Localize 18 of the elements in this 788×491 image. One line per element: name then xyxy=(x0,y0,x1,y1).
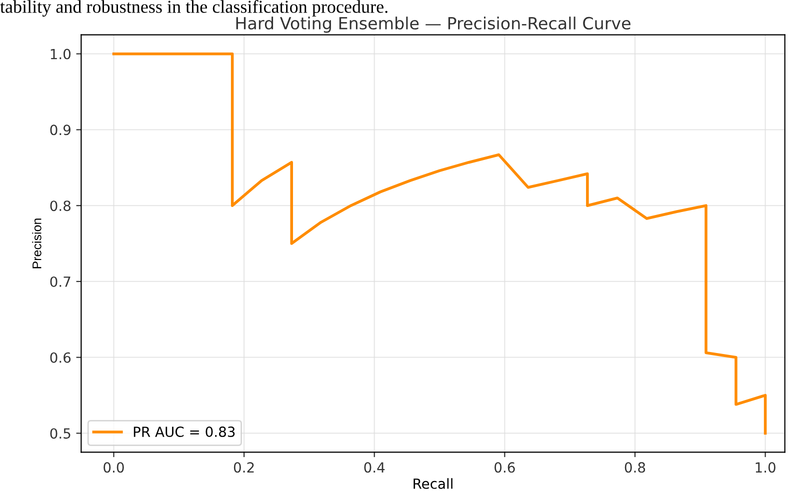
x-tick-label: 1.0 xyxy=(756,462,776,473)
y-axis-title: Precision xyxy=(32,218,42,268)
x-axis-title: Recall xyxy=(414,478,452,489)
y-tick-label: 0.8 xyxy=(50,200,70,212)
y-tick-label: 0.9 xyxy=(50,124,70,136)
chart-title: Hard Voting Ensemble — Precision-Recall Curve xyxy=(236,16,630,33)
text: tability and robustness in the classification procedure. xyxy=(0,0,388,17)
x-tick-label: 0.8 xyxy=(624,462,646,473)
x-tick-label: 0.6 xyxy=(494,462,515,473)
legend-label: PR AUC = 0.83 xyxy=(134,426,235,438)
line-series xyxy=(112,52,767,435)
y-tick-label: 0.7 xyxy=(50,276,70,287)
y-tick-label: 0.6 xyxy=(50,352,71,363)
x-tick-label: 0.4 xyxy=(364,462,385,473)
x-tick-label: 0.2 xyxy=(234,462,254,473)
y-tick-label: 1.0 xyxy=(50,48,71,60)
y-tick-label: 0.5 xyxy=(50,428,70,439)
x-tick-label: 0.0 xyxy=(104,462,124,473)
